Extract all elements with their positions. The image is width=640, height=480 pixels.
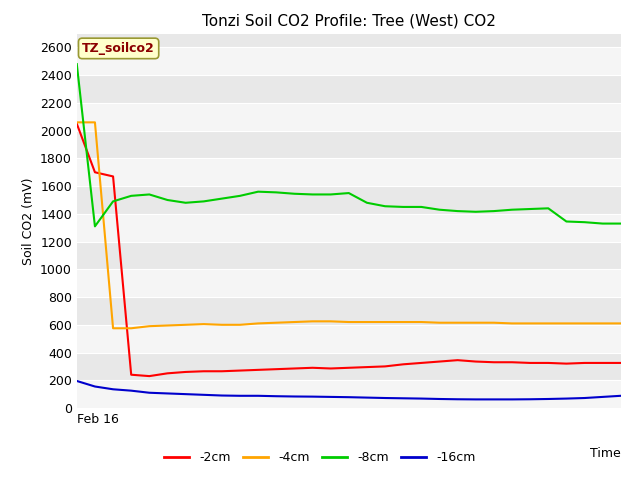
Bar	[77, 297, 621, 325]
Y-axis label: Soil CO2 (mV): Soil CO2 (mV)	[22, 177, 35, 264]
Bar	[77, 48, 621, 75]
Bar	[77, 131, 621, 158]
Bar	[77, 158, 621, 186]
Bar	[77, 75, 621, 103]
Text: TZ_soilco2: TZ_soilco2	[82, 42, 155, 55]
Bar	[77, 103, 621, 131]
Bar	[77, 380, 621, 408]
Legend: -2cm, -4cm, -8cm, -16cm: -2cm, -4cm, -8cm, -16cm	[159, 446, 481, 469]
Bar	[77, 186, 621, 214]
Bar	[77, 241, 621, 269]
Text: Time: Time	[590, 447, 621, 460]
Bar	[77, 352, 621, 380]
Title: Tonzi Soil CO2 Profile: Tree (West) CO2: Tonzi Soil CO2 Profile: Tree (West) CO2	[202, 13, 496, 28]
Bar	[77, 269, 621, 297]
Bar	[77, 325, 621, 352]
Bar	[77, 214, 621, 241]
